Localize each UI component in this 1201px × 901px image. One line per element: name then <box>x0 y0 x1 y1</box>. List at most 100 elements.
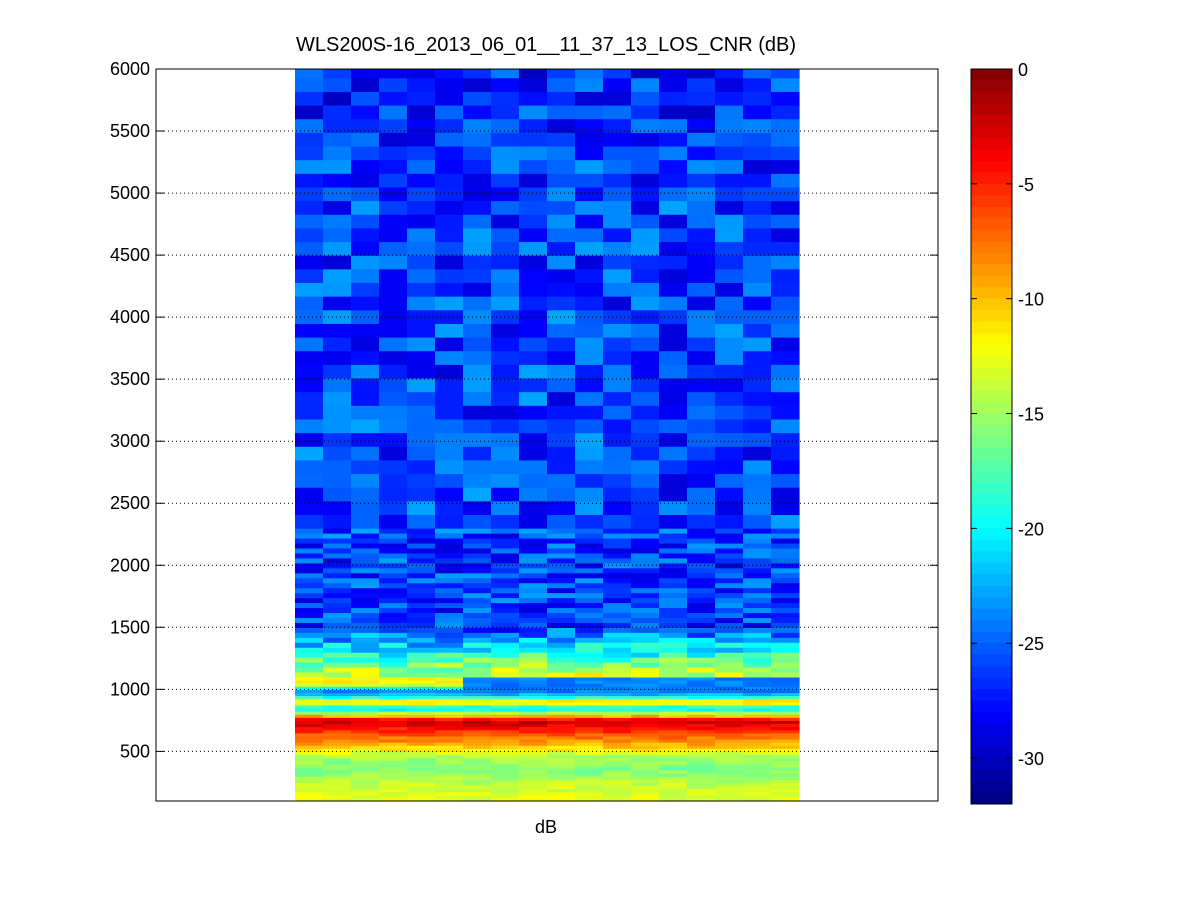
heatmap-cell <box>323 791 352 796</box>
heatmap-cell <box>575 785 604 790</box>
colorbar-step <box>971 470 1012 483</box>
colorbar-step <box>971 608 1012 621</box>
heatmap-cell <box>435 760 464 765</box>
heatmap-cell <box>407 711 436 715</box>
heatmap-cell <box>323 642 352 648</box>
heatmap-cell <box>547 751 576 756</box>
colorbar-step <box>971 539 1012 552</box>
heatmap-cell <box>659 296 688 311</box>
heatmap-cell <box>351 632 380 638</box>
heatmap-cell <box>715 572 744 579</box>
heatmap-cell <box>575 562 604 569</box>
y-tick-label: 500 <box>120 741 150 761</box>
heatmap-cell <box>323 77 352 92</box>
y-tick-label: 5000 <box>110 183 150 203</box>
heatmap-cell <box>575 729 604 734</box>
heatmap-cell <box>407 214 436 229</box>
heatmap-cell <box>771 714 800 718</box>
heatmap-cell <box>323 432 352 447</box>
heatmap-cell <box>603 766 632 771</box>
heatmap-cell <box>715 607 744 614</box>
heatmap-cell <box>771 391 800 406</box>
heatmap-cell <box>379 617 408 623</box>
heatmap-cell <box>323 547 352 554</box>
heatmap-cell <box>631 769 660 774</box>
heatmap-cell <box>687 788 716 793</box>
heatmap-cell <box>351 769 380 774</box>
heatmap-cell <box>295 782 324 787</box>
heatmap-cell <box>463 662 492 668</box>
colorbar-step <box>971 735 1012 748</box>
heatmap-cell <box>771 676 800 681</box>
heatmap-cell <box>631 622 660 628</box>
y-tick-label: 1000 <box>110 679 150 699</box>
heatmap-cell <box>379 751 408 756</box>
heatmap-cell <box>435 418 464 434</box>
heatmap-cell <box>351 418 380 434</box>
heatmap-cell <box>407 748 436 752</box>
heatmap-cell <box>743 241 772 256</box>
heatmap-cell <box>631 391 660 406</box>
heatmap-cell <box>743 268 772 283</box>
heatmap-cell <box>715 723 744 728</box>
heatmap-cell <box>603 547 632 554</box>
heatmap-cell <box>631 701 660 706</box>
heatmap-cell <box>295 754 324 759</box>
heatmap-cell <box>323 118 352 133</box>
heatmap-cell <box>631 723 660 728</box>
heatmap-cell <box>435 309 464 324</box>
heatmap-cell <box>491 159 520 174</box>
heatmap-cell <box>575 132 604 147</box>
heatmap-cell <box>519 323 548 338</box>
heatmap-cell <box>603 391 632 406</box>
heatmap-cell <box>463 788 492 793</box>
heatmap-cell <box>323 572 352 579</box>
heatmap-cell <box>659 587 688 594</box>
heatmap-cell <box>547 701 576 706</box>
heatmap-cell <box>295 587 324 594</box>
heatmap-cell <box>687 637 716 643</box>
heatmap-cell <box>771 77 800 92</box>
heatmap-cell <box>351 350 380 365</box>
heatmap-cell <box>631 557 660 564</box>
heatmap-cell <box>351 748 380 752</box>
heatmap-cell <box>575 794 604 799</box>
y-tick-label: 6000 <box>110 59 150 79</box>
heatmap-cell <box>351 642 380 648</box>
heatmap-cell <box>407 377 436 393</box>
heatmap-cell <box>295 776 324 780</box>
heatmap-cell <box>771 723 800 728</box>
heatmap-cell <box>575 695 604 700</box>
heatmap-cell <box>631 552 660 559</box>
heatmap-cell <box>631 642 660 648</box>
heatmap-cell <box>631 794 660 799</box>
heatmap-cell <box>351 309 380 324</box>
heatmap-cell <box>743 632 772 638</box>
heatmap-cell <box>743 766 772 771</box>
heatmap-cell <box>687 698 716 703</box>
heatmap-cell <box>603 652 632 658</box>
heatmap-cell <box>687 391 716 406</box>
heatmap-cell <box>295 769 324 774</box>
heatmap-cell <box>379 723 408 728</box>
heatmap-cell <box>519 776 548 780</box>
heatmap-cell <box>743 459 772 475</box>
heatmap-cell <box>379 720 408 725</box>
heatmap-cell <box>715 159 744 174</box>
heatmap-cell <box>407 528 436 534</box>
heatmap-cell <box>407 77 436 92</box>
heatmap-cell <box>491 296 520 311</box>
heatmap-cell <box>435 567 464 574</box>
heatmap-cell <box>687 587 716 594</box>
heatmap-cell <box>743 557 772 564</box>
colorbar-tick-label: 0 <box>1018 60 1028 80</box>
heatmap-cell <box>659 797 688 802</box>
heatmap-cell <box>519 627 548 633</box>
heatmap-cell <box>407 667 436 673</box>
heatmap-cell <box>491 200 520 215</box>
heatmap-cell <box>743 627 772 633</box>
heatmap-cell <box>631 637 660 643</box>
heatmap-cell <box>659 738 688 743</box>
heatmap-cell <box>407 582 436 589</box>
heatmap-cell <box>379 91 408 106</box>
